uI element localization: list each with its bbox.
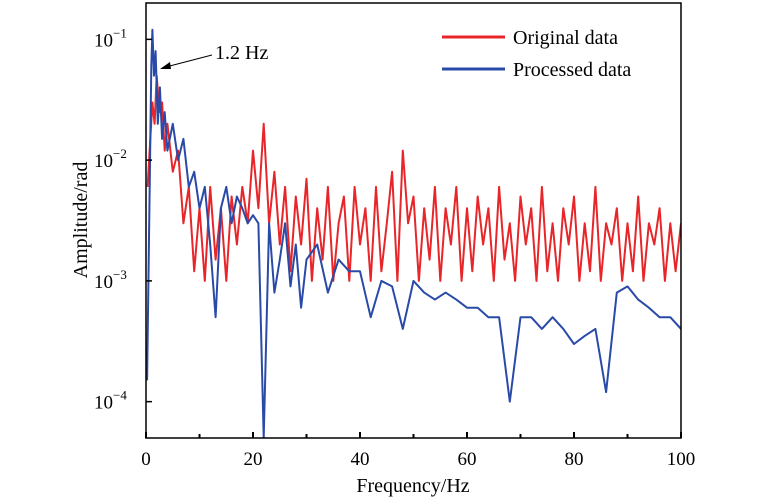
series-line-processed <box>146 28 681 438</box>
x-tick-label: 100 <box>667 449 696 470</box>
y-tick-label: 10−1 <box>94 25 127 51</box>
y-tick-label: 10−2 <box>94 146 127 172</box>
annotation-arrowhead <box>160 62 171 69</box>
y-axis-label: Amplitude/rad <box>70 162 92 279</box>
legend-label-processed: Processed data <box>513 59 631 81</box>
annotation-label: 1.2 Hz <box>215 42 268 64</box>
y-tick-label: 10−4 <box>94 388 127 414</box>
legend: Original data Processed data <box>442 27 631 81</box>
x-axis-label: Frequency/Hz <box>356 475 469 497</box>
y-tick-label: 10−3 <box>94 267 127 293</box>
series-line-original <box>146 74 681 282</box>
x-tick-label: 60 <box>458 449 477 470</box>
peak-annotation: 1.2 Hz <box>160 42 268 69</box>
x-tick-label: 40 <box>351 449 370 470</box>
x-tick-label: 20 <box>244 449 263 470</box>
x-tick-label: 0 <box>141 449 151 470</box>
legend-label-original: Original data <box>513 27 618 49</box>
x-tick-label: 80 <box>565 449 584 470</box>
